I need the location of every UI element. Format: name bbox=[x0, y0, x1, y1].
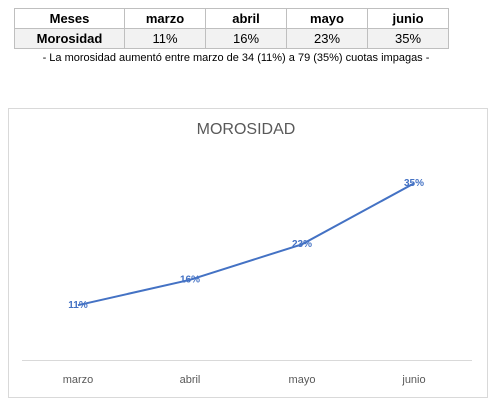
x-tick-label: abril bbox=[180, 374, 201, 386]
cell: 23% bbox=[286, 28, 368, 49]
cell: 16% bbox=[205, 28, 287, 49]
header-cell: marzo bbox=[124, 8, 206, 29]
header-cell: junio bbox=[367, 8, 449, 29]
data-label: 23% bbox=[292, 239, 312, 250]
data-label: 35% bbox=[404, 178, 424, 189]
header-cell: abril bbox=[205, 8, 287, 29]
data-line bbox=[77, 182, 415, 307]
data-label: 16% bbox=[180, 274, 200, 285]
data-row: Morosidad 11% 16% 23% 35% bbox=[14, 28, 449, 49]
x-tick-label: mayo bbox=[289, 374, 316, 386]
cell: 35% bbox=[367, 28, 449, 49]
chart-title: MOROSIDAD bbox=[197, 121, 296, 138]
x-tick-label: marzo bbox=[63, 374, 94, 386]
note: - La morosidad aumentó entre marzo de 34… bbox=[42, 52, 430, 64]
chart-frame bbox=[8, 108, 488, 398]
row-label: Morosidad bbox=[14, 28, 125, 49]
cell: 11% bbox=[124, 28, 206, 49]
data-label: 11% bbox=[68, 300, 88, 311]
header-cell: Meses bbox=[14, 8, 125, 29]
x-tick-label: junio bbox=[401, 374, 425, 386]
data-table: Meses marzo abril mayo junio Morosidad 1… bbox=[14, 8, 449, 49]
header-row: Meses marzo abril mayo junio bbox=[14, 8, 449, 29]
